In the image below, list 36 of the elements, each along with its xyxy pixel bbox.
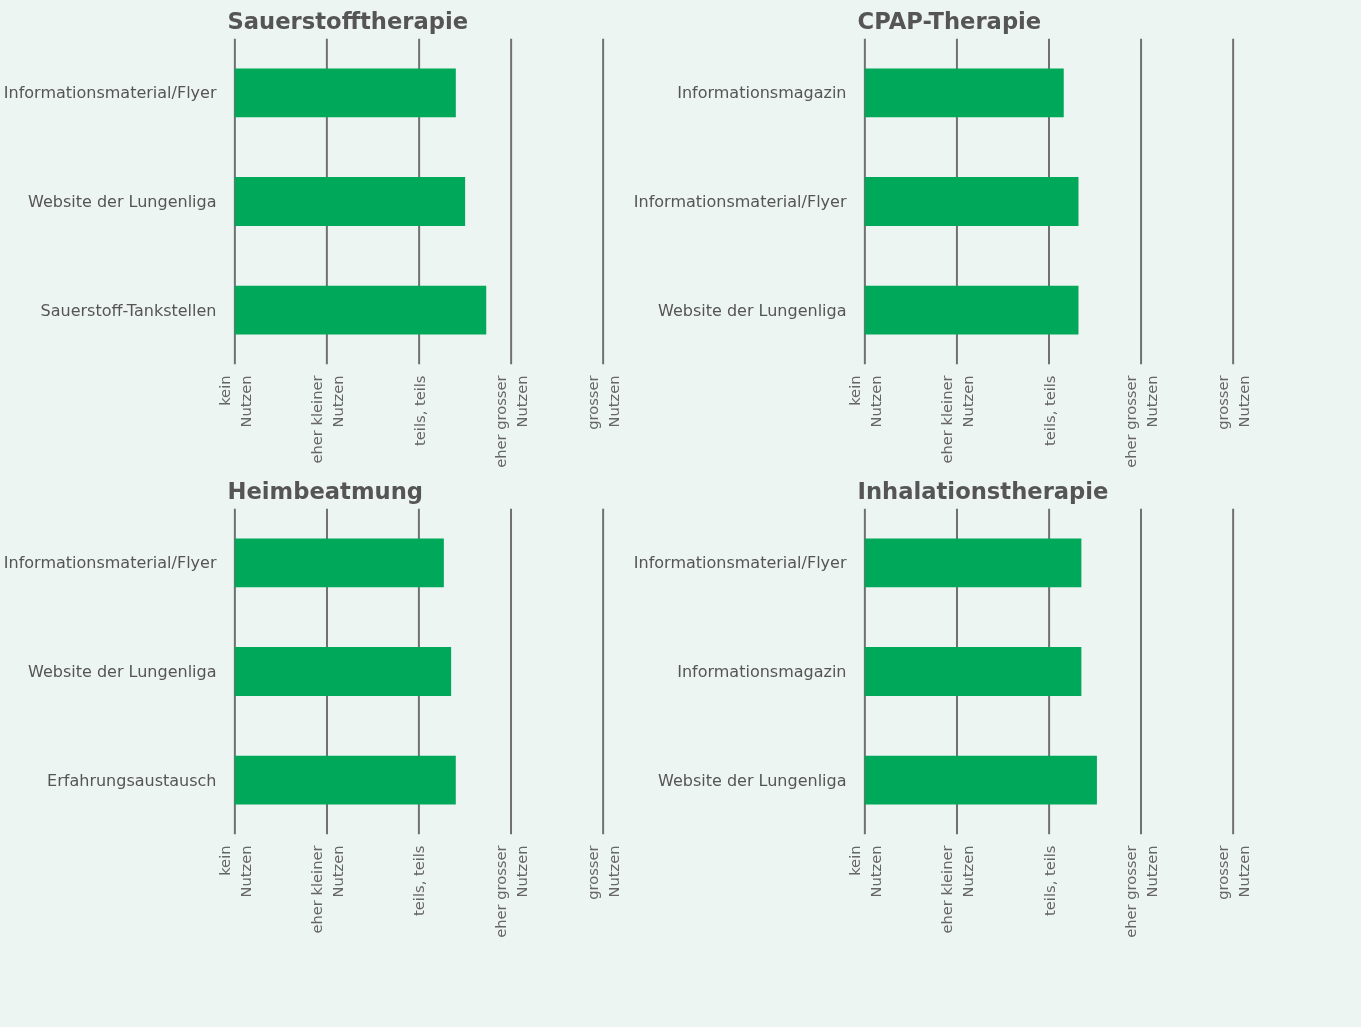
y-tick-label: Website der Lungenliga bbox=[28, 662, 217, 681]
chart-title: CPAP-Therapie bbox=[857, 7, 1042, 34]
ref-line-label: eher kleiner Nutzen bbox=[308, 844, 346, 934]
ref-line-label: grosser Nutzen bbox=[584, 374, 622, 430]
ref-line-label: teils, teils bbox=[410, 375, 428, 446]
ref-line-label: eher kleiner Nutzen bbox=[308, 374, 346, 464]
chart-title: Inhalationstherapie bbox=[857, 477, 1109, 504]
y-tick-label: Website der Lungenliga bbox=[658, 770, 847, 790]
y-tick-label: Informationsmaterial/Flyer bbox=[3, 83, 217, 103]
chart-title: Heimbeatmung bbox=[227, 477, 423, 504]
y-tick-label: Website der Lungenliga bbox=[658, 300, 847, 320]
y-tick-label: Erfahrungsaustausch bbox=[47, 770, 217, 790]
ref-line-label: teils, teils bbox=[1040, 375, 1058, 446]
y-tick-label: Informationsmagazin bbox=[677, 83, 847, 103]
ref-line-label: grosser Nutzen bbox=[1214, 844, 1252, 900]
ref-line-label: eher grosser Nutzen bbox=[492, 844, 530, 938]
ref-line-label: teils, teils bbox=[1040, 845, 1058, 916]
y-tick-label: Informationsmaterial/Flyer bbox=[633, 553, 847, 573]
ref-line-label: eher grosser Nutzen bbox=[492, 374, 530, 468]
ref-line-label: kein Nutzen bbox=[216, 845, 254, 898]
ref-line-label: eher grosser Nutzen bbox=[1122, 374, 1160, 468]
ref-line-label: kein Nutzen bbox=[216, 375, 254, 428]
ref-line-label: kein Nutzen bbox=[846, 845, 884, 898]
ref-line-label: eher kleiner Nutzen bbox=[938, 844, 976, 934]
y-tick-label: Sauerstoff-Tankstellen bbox=[40, 300, 217, 320]
y-tick-label: Informationsmaterial/Flyer bbox=[633, 192, 847, 211]
ref-line-label: eher grosser Nutzen bbox=[1122, 844, 1160, 938]
ref-line-label: kein Nutzen bbox=[846, 375, 884, 428]
y-tick-label: Informationsmagazin bbox=[677, 662, 847, 681]
ref-line-label: eher kleiner Nutzen bbox=[938, 374, 976, 464]
y-tick-label: Informationsmaterial/Flyer bbox=[3, 553, 217, 573]
chart-title: Sauerstofftherapie bbox=[227, 7, 469, 34]
ref-line-label: grosser Nutzen bbox=[1214, 374, 1252, 430]
y-tick-label: Website der Lungenliga bbox=[28, 192, 217, 211]
ref-line-label: grosser Nutzen bbox=[584, 844, 622, 900]
ref-line-label: teils, teils bbox=[410, 845, 428, 916]
